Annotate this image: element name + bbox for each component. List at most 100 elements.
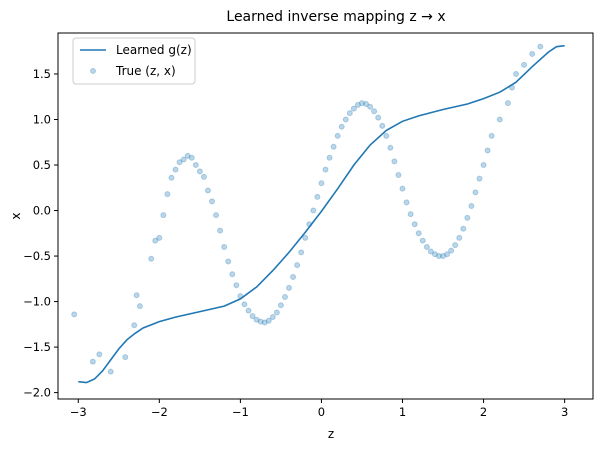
y-tick-label: −2.0 [23, 386, 51, 400]
scatter-point [281, 294, 288, 301]
scatter-point [213, 212, 220, 219]
scatter-point [160, 212, 167, 219]
scatter-point [164, 191, 171, 198]
scatter-point [537, 43, 544, 50]
scatter-point [448, 247, 455, 254]
scatter-point [314, 193, 321, 200]
scatter-point [476, 175, 483, 182]
scatter-point [192, 162, 199, 169]
x-tick-label: −3 [70, 405, 87, 419]
scatter-point [196, 168, 203, 175]
chart-title: Learned inverse mapping z → x [226, 9, 445, 25]
scatter-point [136, 303, 143, 310]
scatter-point [444, 251, 451, 258]
scatter-point [387, 144, 394, 151]
scatter-point [294, 262, 301, 269]
scatter-point [334, 132, 341, 139]
y-tick-label: 0.0 [33, 204, 51, 218]
scatter-point [350, 105, 357, 112]
scatter-point [273, 309, 280, 316]
scatter-point [399, 185, 406, 192]
scatter-point [496, 116, 503, 123]
scatter-point [152, 237, 159, 244]
x-tick-label: 2 [480, 405, 487, 419]
y-tick-label: −1.0 [23, 295, 51, 309]
scatter-point [512, 70, 519, 77]
scatter-point [176, 159, 183, 166]
scatter-point [326, 154, 333, 161]
scatter-point [107, 368, 114, 375]
scatter-point [423, 243, 430, 250]
scatter-point [440, 253, 447, 260]
scatter-point [395, 172, 402, 179]
scatter-point [221, 243, 228, 250]
scatter-point [330, 143, 337, 150]
scatter-point [217, 227, 224, 234]
scatter-point [131, 322, 138, 329]
y-tick-label: 1.5 [33, 67, 51, 81]
scatter-point [269, 314, 276, 321]
scatter-point [411, 221, 418, 228]
scatter-point [277, 302, 284, 309]
scatter-point [188, 154, 195, 161]
scatter-point [122, 354, 129, 361]
scatter-point [460, 225, 467, 232]
plot-area-frame [57, 32, 594, 400]
scatter-point [346, 110, 353, 117]
legend-point-swatch [90, 68, 96, 74]
scatter-point [148, 255, 155, 262]
scatter-point [480, 162, 487, 169]
scatter-point [241, 301, 248, 308]
scatter-point [286, 284, 293, 291]
x-tick-label: 3 [561, 405, 568, 419]
scatter-point [472, 189, 479, 196]
scatter-point [488, 132, 495, 139]
scatter-point [435, 253, 442, 260]
x-tick-label: −2 [151, 405, 168, 419]
scatter-point [383, 132, 390, 139]
y-tick-label: 0.5 [33, 158, 51, 172]
scatter-point [342, 116, 349, 123]
scatter-point [261, 319, 268, 326]
line-series [78, 44, 565, 384]
scatter-point [504, 100, 511, 107]
scatter-point [367, 103, 374, 110]
y-tick-label: −1.5 [23, 340, 51, 354]
scatter-point [249, 313, 256, 320]
scatter-point [310, 207, 317, 214]
scatter-point [464, 214, 471, 221]
y-tick-label: 1.0 [33, 112, 51, 126]
scatter-point [184, 152, 191, 159]
scatter-point [452, 242, 459, 249]
scatter-point [133, 292, 140, 299]
scatter-point [379, 122, 386, 129]
scatter-point [225, 258, 232, 265]
y-axis-ticks: −2.0 −1.5 −1.0 −0.5 0.0 0.5 1.0 1.5 [23, 67, 58, 400]
scatter-point [529, 50, 536, 57]
scatter-point [415, 230, 422, 237]
scatter-point [298, 249, 305, 256]
x-tick-label: 1 [399, 405, 406, 419]
scatter-point [354, 101, 361, 108]
scatter-points [71, 43, 544, 375]
scatter-point [371, 108, 378, 115]
scatter-point [233, 282, 240, 289]
scatter-point [89, 358, 96, 365]
y-axis-label: x [9, 212, 23, 219]
scatter-point [358, 100, 365, 107]
x-tick-label: −1 [232, 405, 249, 419]
scatter-point [290, 274, 297, 280]
scatter-point [168, 174, 175, 181]
scatter-point [403, 199, 410, 206]
x-axis-label: z [328, 427, 334, 441]
scatter-point [257, 318, 264, 325]
legend-label-points: True (z, x) [115, 64, 176, 78]
scatter-point [209, 198, 216, 205]
scatter-point [484, 147, 491, 154]
scatter-point [71, 311, 78, 318]
x-tick-label: 0 [318, 405, 325, 419]
scatter-point [200, 173, 207, 180]
y-tick-label: −0.5 [23, 249, 51, 263]
scatter-point [363, 101, 370, 108]
